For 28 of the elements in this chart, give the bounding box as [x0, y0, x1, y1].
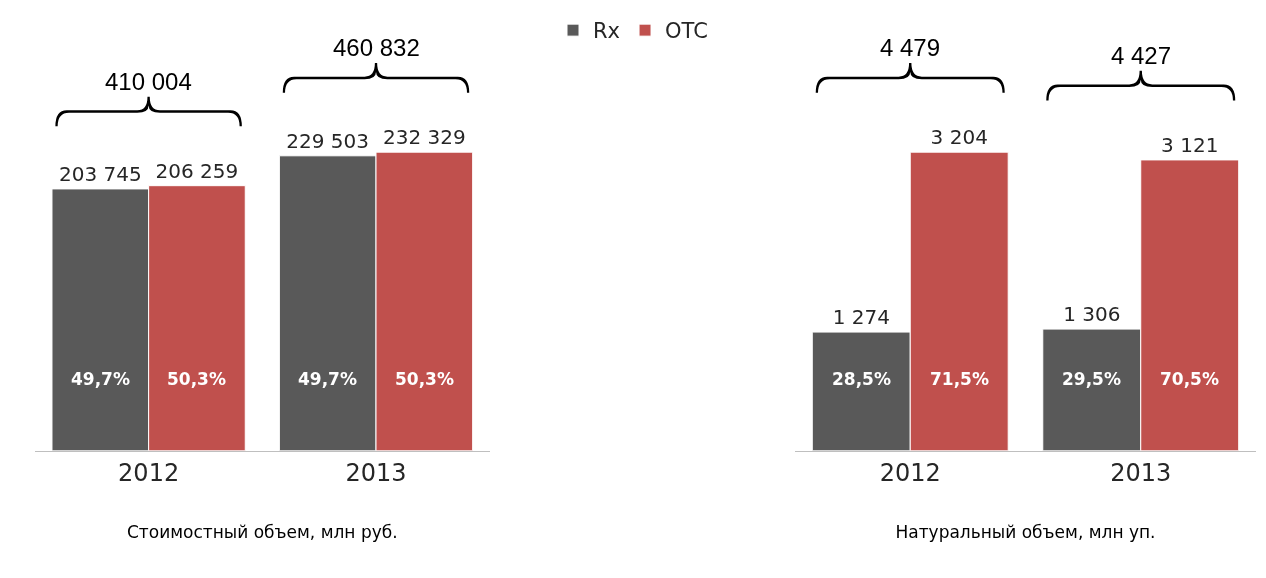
annotation: 70,5%	[1160, 369, 1219, 389]
data-label: 232 329	[382, 125, 466, 150]
data-label: 206 259	[155, 158, 239, 183]
annotation: 49,7%	[298, 369, 357, 389]
text: 4 479	[880, 34, 941, 61]
legend-label: Rx	[593, 19, 621, 44]
x-axis-title: Натуральный объем, млн уп.	[895, 522, 1156, 543]
annotation: 71,5%	[930, 369, 989, 389]
x-tick-label: 2012	[118, 458, 180, 487]
annotation: 28,5%	[832, 369, 891, 389]
x-tick-label: 2013	[1110, 458, 1172, 487]
data-label: 3 121	[1161, 132, 1219, 157]
data-label: 229 503	[286, 128, 370, 153]
annotation: 29,5%	[1062, 369, 1121, 389]
text: 410 004	[105, 68, 192, 95]
text: 460 832	[333, 34, 420, 61]
legend-label: OTC	[665, 19, 708, 44]
x-tick-label: 2012	[879, 458, 941, 487]
annotation: 49,7%	[71, 369, 130, 389]
x-tick-label: 2013	[345, 458, 407, 487]
data-label: 1 274	[832, 305, 890, 330]
text: 4 427	[1111, 42, 1172, 69]
data-label: 3 204	[930, 125, 988, 150]
annotation: 50,3%	[167, 369, 226, 389]
data-label: 203 745	[58, 161, 142, 186]
x-axis-title: Стоимостный объем, млн руб.	[127, 522, 398, 543]
annotation: 50,3%	[395, 369, 454, 389]
data-label: 1 306	[1063, 302, 1121, 327]
